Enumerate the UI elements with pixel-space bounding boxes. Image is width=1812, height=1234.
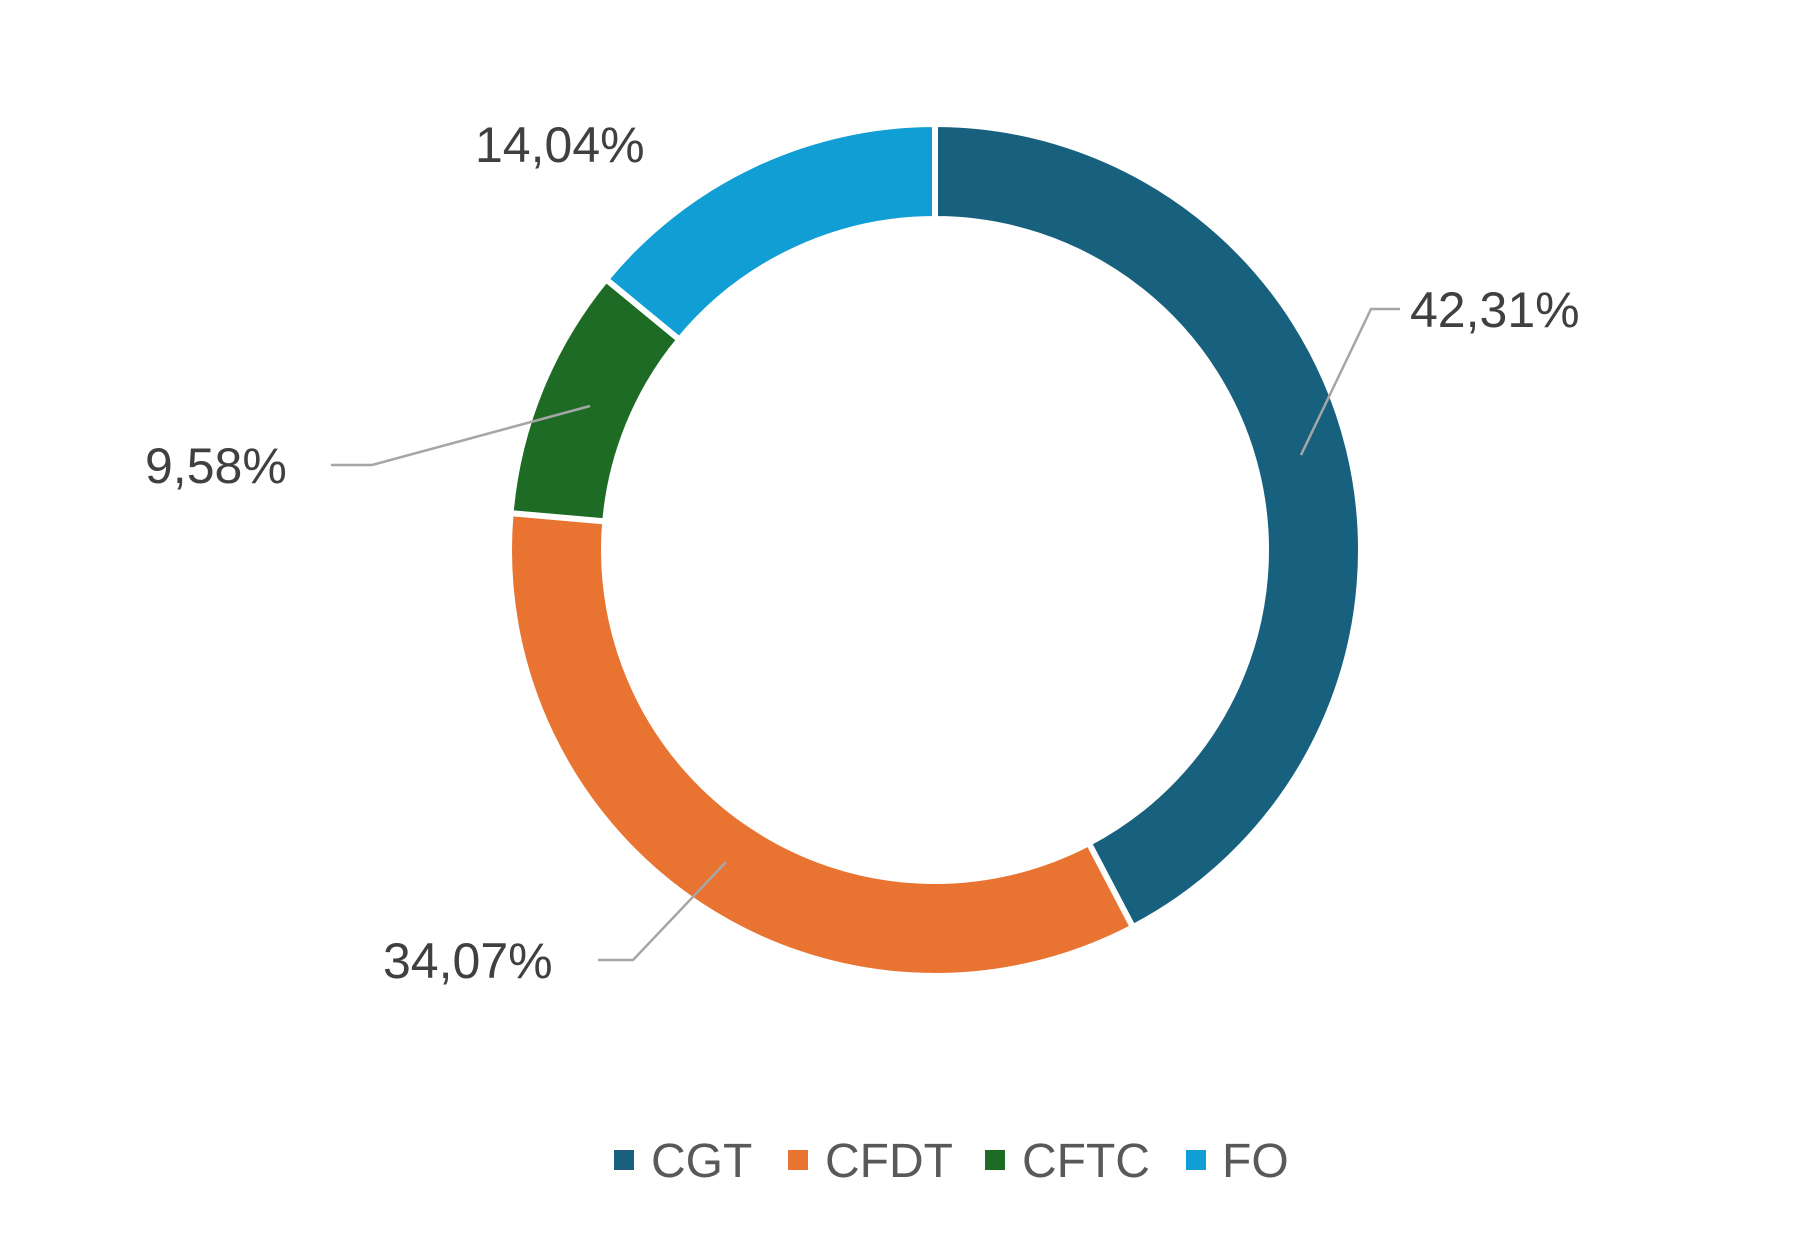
donut-slice-fo	[601, 120, 938, 344]
data-label-fo: 14,04%	[475, 117, 645, 173]
legend: CGT CFDT CFTC FO	[614, 1135, 1289, 1188]
leader-line-cfdt	[598, 861, 727, 962]
data-label-cftc: 9,58%	[145, 438, 287, 494]
legend-label-cgt: CGT	[651, 1135, 752, 1188]
legend-swatch-cgt	[614, 1150, 634, 1170]
leader-line-cgt	[1299, 307, 1400, 456]
data-label-cfdt: 34,07%	[383, 933, 553, 989]
legend-label-cfdt: CFDT	[825, 1135, 953, 1188]
legend-swatch-cftc	[985, 1150, 1005, 1170]
legend-label-fo: FO	[1222, 1135, 1289, 1188]
donut-slice-cgt	[932, 120, 1365, 932]
leader-line-cftc	[331, 404, 591, 467]
legend-swatch-cfdt	[788, 1150, 808, 1170]
legend-swatch-fo	[1186, 1150, 1206, 1170]
donut-slice-cfdt	[506, 509, 1137, 979]
legend-label-cftc: CFTC	[1022, 1135, 1150, 1188]
data-label-cgt: 42,31%	[1410, 282, 1580, 338]
